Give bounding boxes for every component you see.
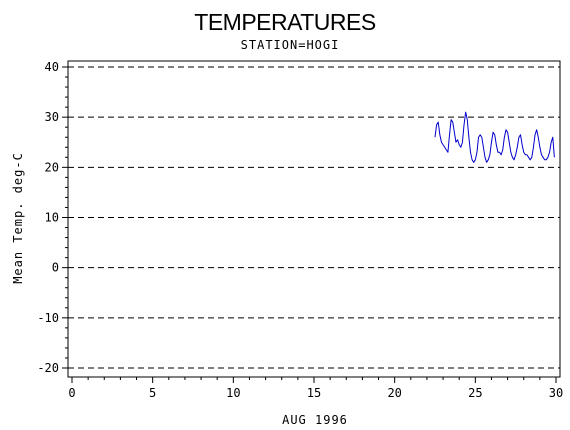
- grid-lines: [68, 66, 560, 369]
- x-tick-label: 15: [307, 386, 321, 400]
- chart-subtitle: STATION=HOGI: [241, 38, 340, 52]
- x-tick-label: 25: [468, 386, 482, 400]
- x-tick-label: 0: [68, 386, 75, 400]
- series-layer: [434, 111, 555, 163]
- y-tick-label: 30: [45, 110, 59, 124]
- x-tick-label: 20: [387, 386, 401, 400]
- plot-frame: [67, 60, 561, 378]
- y-tick-label: -10: [37, 311, 59, 325]
- x-tick-label: 5: [149, 386, 156, 400]
- y-axis: -20 -10 0 10 20 30 40: [37, 60, 68, 375]
- x-axis-label: AUG 1996: [282, 413, 348, 427]
- y-axis-label: Mean Temp. deg-C: [11, 152, 25, 284]
- y-tick-label: -20: [37, 361, 59, 375]
- y-tick-label: 10: [45, 211, 59, 225]
- chart-title: TEMPERATURES: [194, 9, 376, 35]
- x-tick-label: 10: [226, 386, 240, 400]
- y-tick-label: 0: [52, 261, 59, 275]
- series-line-0: [434, 111, 555, 163]
- y-tick-label: 20: [45, 160, 59, 174]
- y-tick-label: 40: [45, 60, 59, 74]
- x-tick-label: 30: [549, 386, 563, 400]
- x-axis: 0 5 10 15 20 25 30: [68, 377, 563, 400]
